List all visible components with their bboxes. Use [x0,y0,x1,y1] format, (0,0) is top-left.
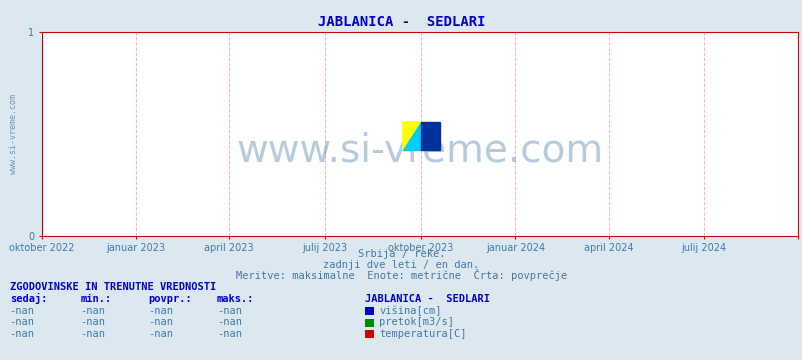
Text: -nan: -nan [217,306,241,316]
Text: -nan: -nan [10,329,34,339]
Polygon shape [421,122,439,150]
Text: -nan: -nan [80,329,105,339]
Text: www.si-vreme.com: www.si-vreme.com [236,131,603,169]
Text: JABLANICA -  SEDLARI: JABLANICA - SEDLARI [365,294,490,305]
Text: -nan: -nan [148,318,173,328]
Text: Meritve: maksimalne  Enote: metrične  Črta: povprečje: Meritve: maksimalne Enote: metrične Črta… [236,269,566,281]
Text: -nan: -nan [148,306,173,316]
Text: -nan: -nan [217,329,241,339]
Text: -nan: -nan [148,329,173,339]
Text: ZGODOVINSKE IN TRENUTNE VREDNOSTI: ZGODOVINSKE IN TRENUTNE VREDNOSTI [10,282,216,292]
Text: www.si-vreme.com: www.si-vreme.com [9,94,18,174]
Text: -nan: -nan [10,318,34,328]
Text: -nan: -nan [80,306,105,316]
Text: -nan: -nan [10,306,34,316]
Text: -nan: -nan [217,318,241,328]
Text: -nan: -nan [80,318,105,328]
Text: temperatura[C]: temperatura[C] [379,329,466,339]
Text: sedaj:: sedaj: [10,293,47,305]
Text: višina[cm]: višina[cm] [379,306,441,316]
Text: zadnji dve leti / en dan.: zadnji dve leti / en dan. [323,260,479,270]
Polygon shape [403,122,421,150]
Text: povpr.:: povpr.: [148,294,192,305]
Polygon shape [403,122,421,150]
Text: Srbija / reke.: Srbija / reke. [358,249,444,260]
Text: pretok[m3/s]: pretok[m3/s] [379,318,453,328]
Text: min.:: min.: [80,294,111,305]
Text: maks.:: maks.: [217,294,254,305]
Text: JABLANICA -  SEDLARI: JABLANICA - SEDLARI [318,15,484,29]
